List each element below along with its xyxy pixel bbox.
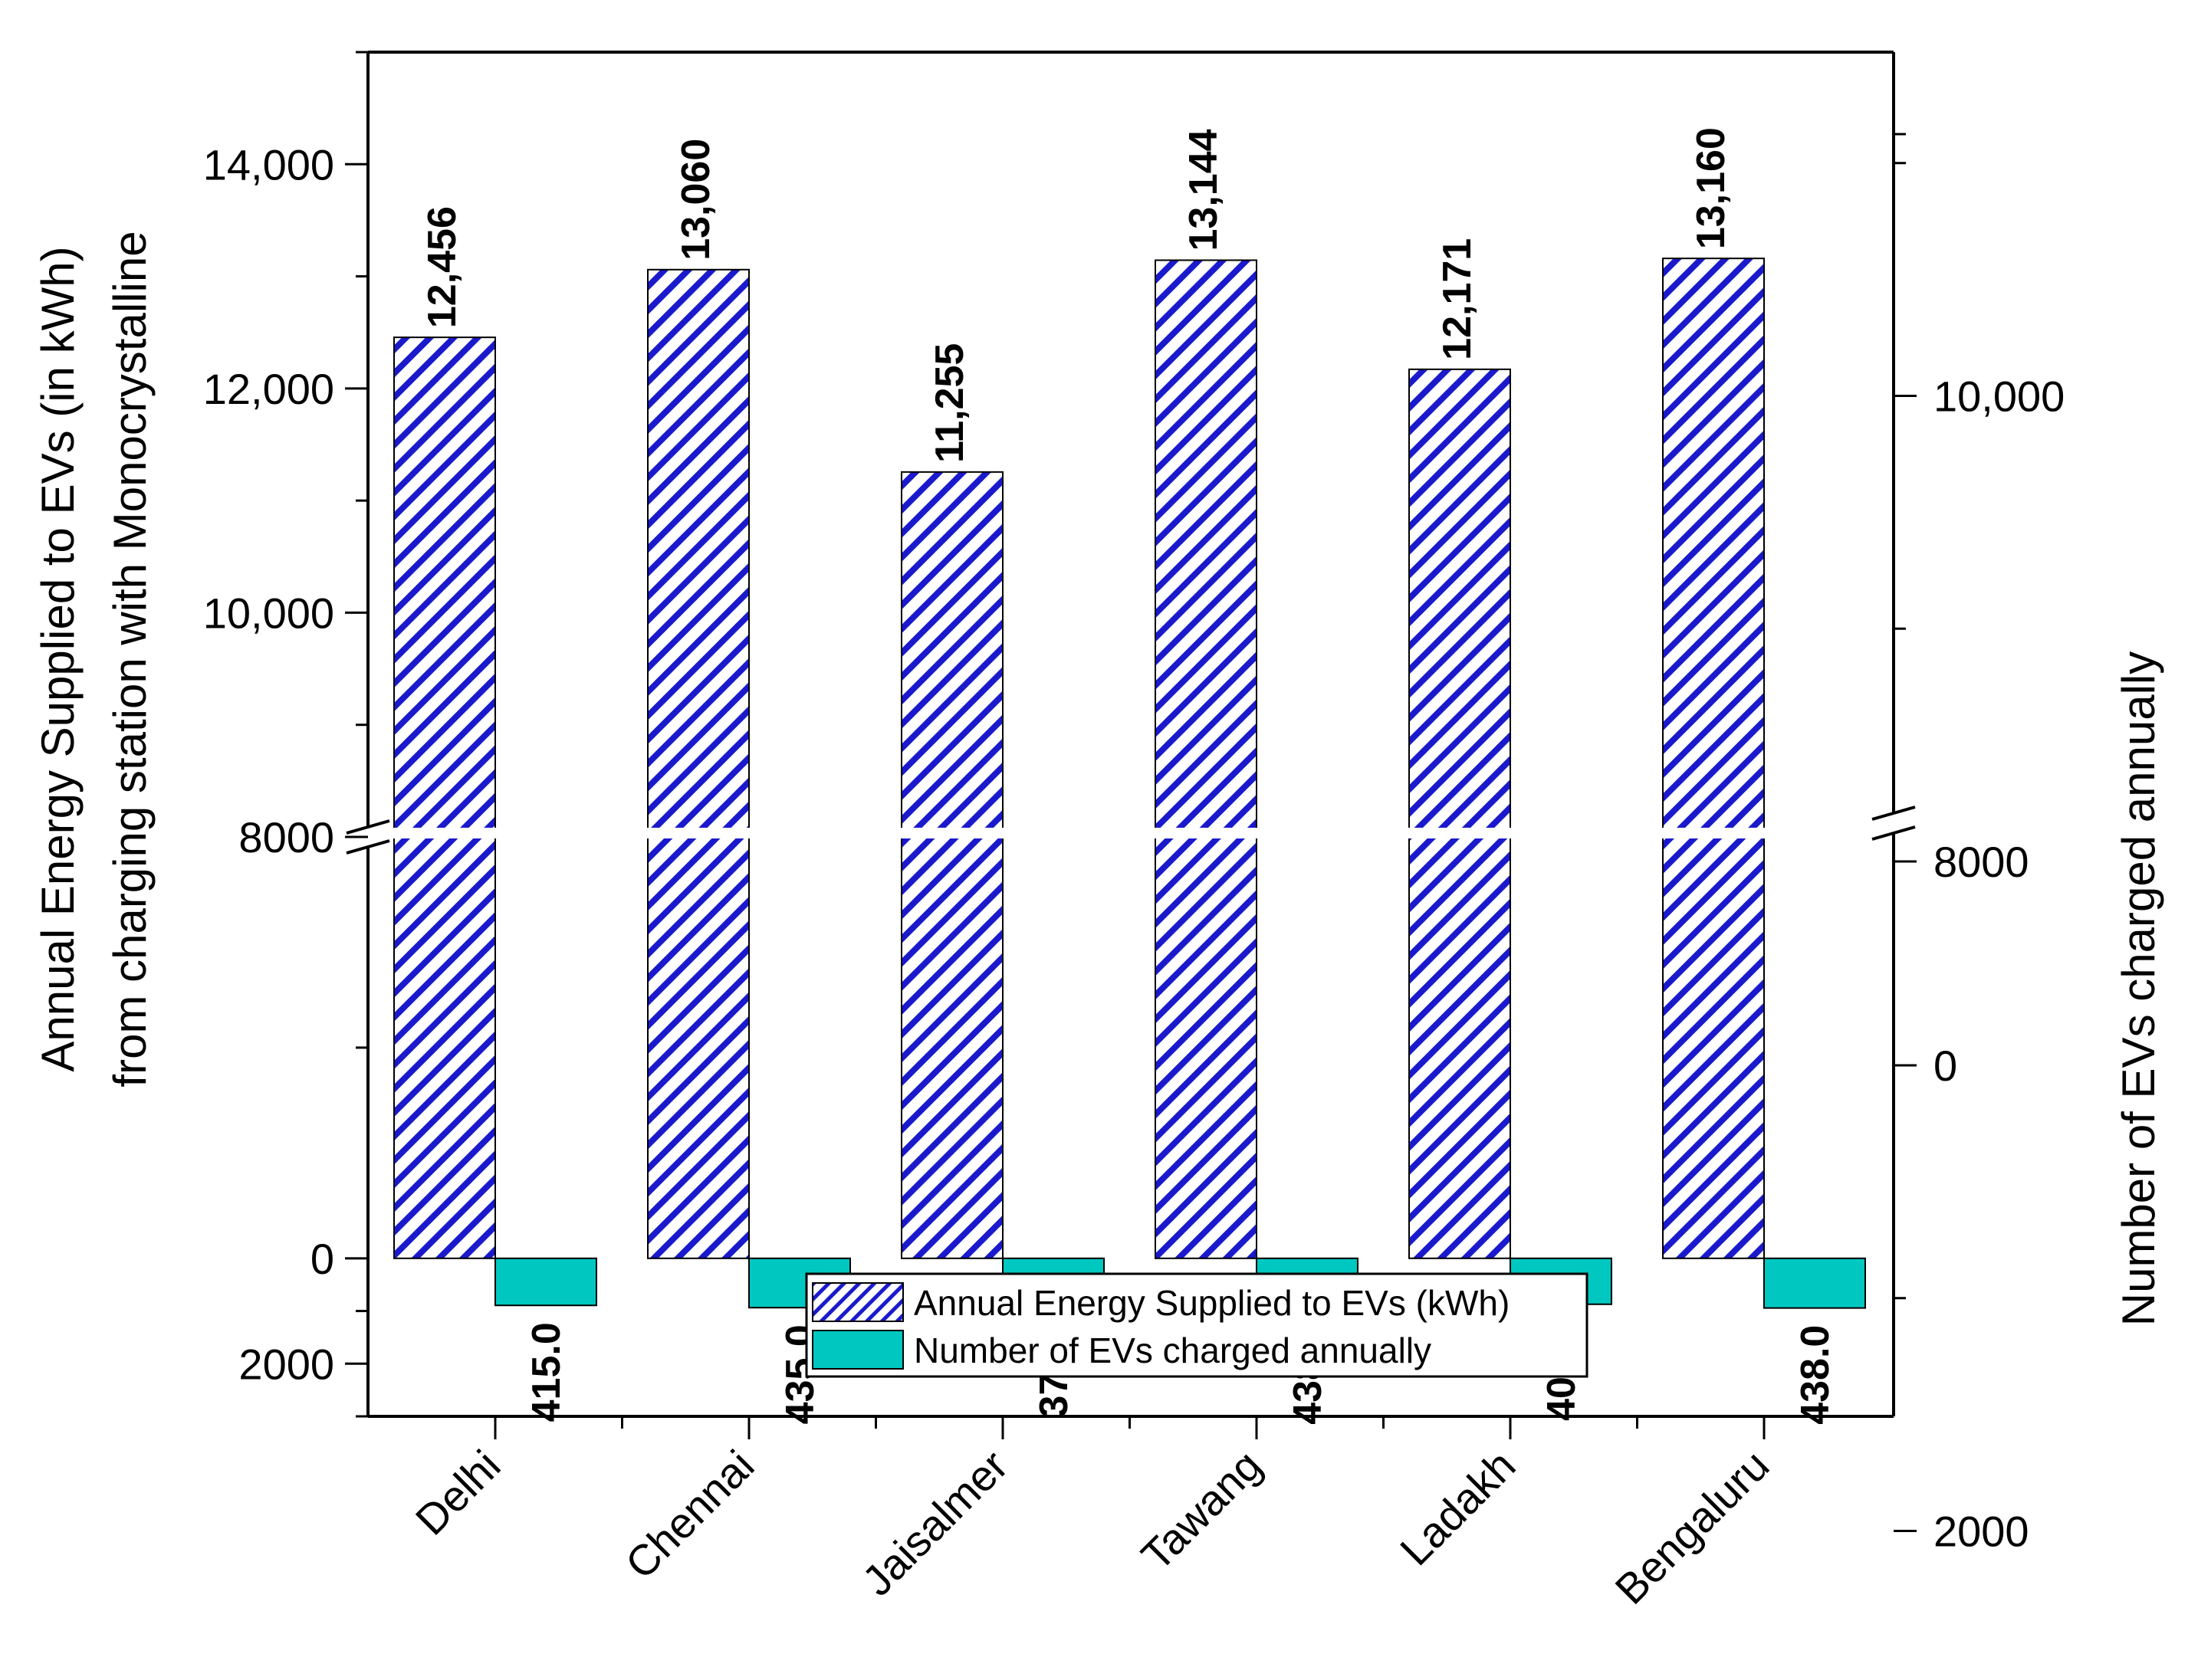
energy-bar-chennai [647, 268, 750, 1259]
left-y-tick-label: 12,000 [203, 365, 334, 413]
left-axis-title-line2: from charging station with Monocrystalli… [104, 231, 156, 1087]
energy-data-label-bengaluru: 13,160 [1689, 127, 1733, 249]
left-y-tick-label: 10,000 [203, 589, 334, 637]
energy-data-label-delhi: 12,456 [420, 206, 465, 328]
ev-count-data-label-bengaluru: 438.0 [1793, 1325, 1838, 1425]
right-y-tick-label: 8000 [1933, 838, 2029, 886]
right-break-mark [1871, 806, 1916, 821]
ev-count-data-label-delhi: 415.0 [524, 1322, 569, 1422]
right-y-tick-label: 2000 [1933, 1508, 2029, 1556]
left-break-mark [346, 819, 390, 835]
energy-bar-jaisalmer [901, 471, 1004, 1259]
legend-label-ev-count: Number of EVs charged annually [914, 1331, 1431, 1370]
x-tick-label-delhi: Delhi [406, 1441, 510, 1544]
energy-data-label-ladakh: 12,171 [1435, 238, 1480, 360]
left-y-tick-label: 8000 [238, 813, 334, 861]
x-tick-label-chennai: Chennai [616, 1441, 763, 1588]
energy-bar-bengaluru [1662, 258, 1765, 1259]
energy-bar-delhi [393, 336, 496, 1259]
legend-box [805, 1272, 1588, 1378]
left-y-tick-label: 2000 [238, 1340, 334, 1388]
x-tick-label-tawang: Tawang [1132, 1441, 1270, 1580]
legend: Annual Energy Supplied to EVs (kWh) Numbe… [805, 1272, 1588, 1378]
right-break-mark [1871, 825, 1916, 841]
x-tick-label-jaisalmer: Jaisalmer [853, 1441, 1017, 1605]
left-y-tick-label: 0 [310, 1235, 334, 1283]
bars-layer [393, 258, 1866, 1309]
left-y-tick-label: 14,000 [203, 140, 334, 189]
x-tick-label-bengaluru: Bengaluru [1605, 1441, 1778, 1613]
energy-data-label-tawang: 13,144 [1181, 129, 1226, 251]
legend-label-energy: Annual Energy Supplied to EVs (kWh) [914, 1283, 1510, 1323]
right-y-tick-label: 0 [1933, 1042, 1957, 1090]
legend-swatch-energy [812, 1282, 904, 1322]
ev-count-bar-delhi [494, 1257, 597, 1307]
energy-data-label-jaisalmer: 11,255 [928, 343, 972, 463]
energy-bar-ladakh [1408, 368, 1511, 1259]
right-axis-title: Number of EVs charged annually [2113, 651, 2164, 1327]
axis-break-gap [370, 828, 1892, 838]
left-break-mark [346, 839, 390, 855]
axes-layer [345, 51, 1917, 1532]
x-tick-label-ladakh: Ladakh [1391, 1441, 1524, 1574]
energy-bar-tawang [1155, 259, 1257, 1259]
left-axis-title-line1: Annual Energy Supplied to EVs (in kWh) [32, 246, 84, 1071]
legend-swatch-ev-count [812, 1330, 904, 1370]
energy-data-label-chennai: 13,060 [674, 139, 718, 261]
ev-count-bar-bengaluru [1763, 1257, 1866, 1309]
right-y-tick-label: 10,000 [1933, 372, 2065, 421]
